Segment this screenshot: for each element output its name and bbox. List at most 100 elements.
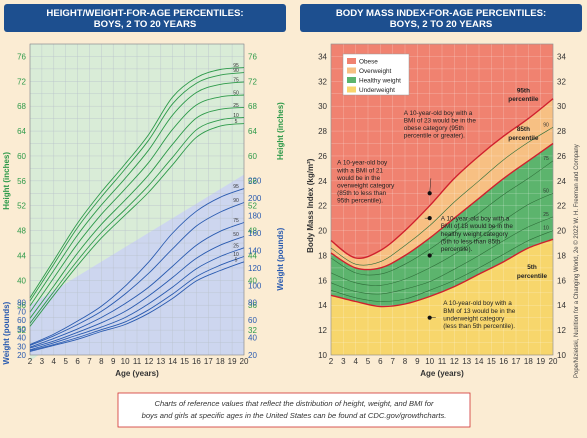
bmi-x-axis-label: Age (years) bbox=[420, 369, 464, 378]
bmi-x-tick-label: 7 bbox=[390, 357, 395, 366]
weight-tick-right: 200 bbox=[248, 194, 262, 203]
bmi-y-tick-right: 12 bbox=[557, 326, 566, 335]
weight-curve-p50 bbox=[29, 236, 245, 349]
legend-label: Obese bbox=[359, 59, 378, 66]
right-title-bar: BODY MASS INDEX-FOR-AGE PERCENTILES: BOY… bbox=[300, 4, 582, 32]
bmi-y-tick-right: 20 bbox=[557, 227, 566, 236]
p5-curve-label: 5th bbox=[527, 264, 537, 271]
weight-curve-label-p90: 90 bbox=[233, 198, 239, 204]
bmi-curve-p25 bbox=[330, 216, 554, 295]
bmi-curve-p10 bbox=[330, 230, 554, 302]
bmi-curve-label-p10: 10 bbox=[543, 226, 549, 232]
left-x-tick-label: 15 bbox=[180, 357, 189, 366]
left-x-tick-label: 13 bbox=[156, 357, 165, 366]
height-curve-p25 bbox=[29, 106, 245, 319]
caption-line-1: Charts of reference values that reflect … bbox=[154, 399, 433, 408]
bmi-x-tick-label: 12 bbox=[450, 357, 459, 366]
bmi-y-tick-left: 10 bbox=[318, 351, 327, 360]
height-tick-right: 48 bbox=[248, 227, 257, 236]
bmi-x-tick-label: 10 bbox=[425, 357, 434, 366]
bmi-curve-p95 bbox=[330, 98, 554, 260]
annotation-text-line: BMI of 13 would be in the bbox=[443, 308, 516, 315]
left-title-line-2: BOYS, 2 TO 20 YEARS bbox=[94, 19, 197, 30]
height-curve-p75 bbox=[29, 81, 245, 307]
annotation-text-line: healthy weight category bbox=[441, 231, 509, 238]
bmi-x-tick-label: 5 bbox=[366, 357, 371, 366]
weight-curve-p25 bbox=[29, 247, 245, 351]
bmi-x-tick-label: 9 bbox=[415, 357, 420, 366]
annotation-dot bbox=[427, 315, 432, 320]
height-tick-left: 60 bbox=[17, 152, 26, 161]
annotation-text-line: A 10-year-old boy with a bbox=[404, 110, 473, 117]
weight-tick-left: 50 bbox=[17, 325, 26, 334]
bmi-x-tick-label: 2 bbox=[329, 357, 334, 366]
annotation-text-line: A 10-year-old boy with a bbox=[441, 216, 510, 223]
weight-curve-label-p75: 75 bbox=[233, 218, 239, 224]
bmi-y-tick-right: 24 bbox=[557, 177, 566, 186]
height-axis-label-right: Height (inches) bbox=[276, 102, 285, 160]
height-tick-right: 56 bbox=[248, 177, 257, 186]
annotation-text-line: A 10-year-old boy bbox=[337, 160, 388, 167]
left-x-tick-label: 14 bbox=[168, 357, 177, 366]
left-x-tick-label: 12 bbox=[144, 357, 153, 366]
annotation-text-line: BMI of 23 would be in the bbox=[404, 118, 477, 125]
height-tick-left: 56 bbox=[17, 177, 26, 186]
weight-tick-right: 140 bbox=[248, 246, 262, 255]
bmi-x-tick-label: 15 bbox=[487, 357, 496, 366]
bmi-y-tick-left: 20 bbox=[318, 227, 327, 236]
p85-curve-label-line2: percentile bbox=[508, 135, 539, 142]
bmi-y-tick-right: 22 bbox=[557, 202, 566, 211]
height-tick-right: 52 bbox=[248, 202, 257, 211]
bmi-x-tick-label: 8 bbox=[403, 357, 408, 366]
bmi-y-tick-left: 22 bbox=[318, 202, 327, 211]
bmi-x-tick-label: 17 bbox=[512, 357, 521, 366]
bmi-x-tick-label: 4 bbox=[353, 357, 358, 366]
bmi-y-tick-left: 26 bbox=[318, 152, 327, 161]
height-tick-right: 76 bbox=[248, 52, 257, 61]
annotation-text-line: with a BMI of 21 bbox=[336, 167, 383, 174]
height-tick-right: 60 bbox=[248, 152, 257, 161]
left-x-tick-label: 4 bbox=[52, 357, 57, 366]
bmi-y-axis-label: Body Mass Index (kg/m²) bbox=[306, 158, 315, 253]
weight-curve-p90 bbox=[29, 202, 245, 346]
weight-tick-right: 80 bbox=[248, 299, 257, 308]
annotation-text-line: underweight category bbox=[443, 315, 505, 322]
legend-label: Underweight bbox=[359, 87, 395, 94]
bmi-curve-p90 bbox=[330, 127, 554, 266]
annotation-text-line: (85th to less than bbox=[337, 190, 386, 197]
bmi-y-tick-right: 18 bbox=[557, 251, 566, 260]
left-x-tick-label: 18 bbox=[216, 357, 225, 366]
bmi-legend: Obese Overweight Healthy weight Underweight bbox=[342, 53, 410, 96]
p5-curve-label-line2: percentile bbox=[517, 273, 548, 280]
weight-tick-right: 160 bbox=[248, 229, 262, 238]
height-tick-right: 64 bbox=[248, 127, 257, 136]
weight-tick-left: 40 bbox=[17, 334, 26, 343]
legend-swatch bbox=[347, 77, 356, 83]
weight-tick-right: 120 bbox=[248, 264, 262, 273]
annotation-text-line: 95th percentile). bbox=[337, 198, 383, 205]
bmi-x-tick-label: 16 bbox=[499, 357, 508, 366]
height-curve-label-p50: 50 bbox=[233, 91, 239, 97]
weight-tick-right: 40 bbox=[248, 334, 257, 343]
legend-swatch bbox=[347, 58, 356, 64]
bmi-y-tick-right: 28 bbox=[557, 127, 566, 136]
left-x-tick-label: 20 bbox=[240, 357, 249, 366]
height-tick-left: 72 bbox=[17, 77, 26, 86]
annotation-text-line: overweight category bbox=[337, 182, 395, 189]
height-curve-p95 bbox=[29, 67, 245, 299]
height-tick-right: 32 bbox=[248, 326, 257, 335]
left-x-tick-label: 19 bbox=[228, 357, 237, 366]
weight-curve-label-p10: 10 bbox=[233, 252, 239, 258]
annotation-text-line: A 10-year-old boy with a bbox=[443, 300, 512, 307]
weight-axis-label-right: Weight (pounds) bbox=[276, 227, 285, 290]
weight-tick-right: 180 bbox=[248, 212, 262, 221]
left-x-tick-label: 7 bbox=[87, 357, 92, 366]
bmi-x-tick-label: 14 bbox=[475, 357, 484, 366]
height-tick-left: 32 bbox=[17, 326, 26, 335]
bmi-y-tick-right: 16 bbox=[557, 276, 566, 285]
height-tick-left: 36 bbox=[17, 301, 26, 310]
left-x-tick-label: 16 bbox=[192, 357, 201, 366]
